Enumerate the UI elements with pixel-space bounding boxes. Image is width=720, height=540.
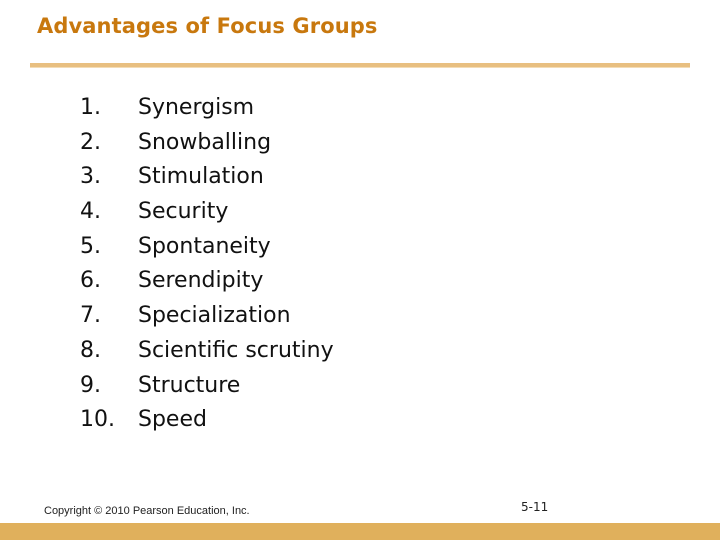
item-number: 10. (80, 407, 115, 433)
list-item: 1. Synergism (80, 91, 334, 126)
list-item: 7. Specialization (80, 299, 334, 334)
item-text: Synergism (138, 95, 255, 120)
item-number: 2. (80, 129, 101, 155)
list-item: 4. Security (80, 195, 334, 230)
list-item: 8. Scientific scrutiny (80, 334, 334, 369)
list-item: 6. Serendipity (80, 264, 334, 299)
item-text: Spontaneity (138, 233, 271, 259)
item-text: Scientific scrutiny (138, 337, 334, 363)
item-number: 7. (80, 303, 101, 329)
item-number: 4. (80, 199, 101, 225)
slide-title: Advantages of Focus Groups (37, 14, 378, 38)
item-number: 1. (80, 95, 101, 120)
item-text: Serendipity (138, 268, 264, 294)
item-text: Speed (138, 407, 207, 433)
title-underline (30, 63, 690, 67)
title-underline-shadow (30, 67, 690, 68)
item-number: 6. (80, 268, 101, 294)
item-number: 8. (80, 337, 101, 363)
item-number: 3. (80, 164, 101, 190)
item-number: 5. (80, 233, 101, 259)
list-item: 10. Speed (80, 403, 334, 438)
item-text: Stimulation (138, 164, 264, 190)
page-number: 5-11 (521, 500, 549, 514)
item-text: Security (138, 199, 229, 225)
list-item: 2. Snowballing (80, 126, 334, 161)
list-item: 3. Stimulation (80, 160, 334, 195)
item-text: Snowballing (138, 129, 272, 155)
copyright-notice: Copyright © 2010 Pearson Education, Inc. (44, 505, 250, 517)
item-text: Structure (138, 372, 241, 398)
item-number: 9. (80, 372, 101, 398)
list-item: 9. Structure (80, 369, 334, 404)
item-text: Specialization (138, 303, 291, 329)
list-item: 5. Spontaneity (80, 230, 334, 265)
bottom-bar (0, 523, 720, 540)
advantages-list: 1. Synergism 2. Snowballing 3. Stimulation … (80, 91, 334, 438)
